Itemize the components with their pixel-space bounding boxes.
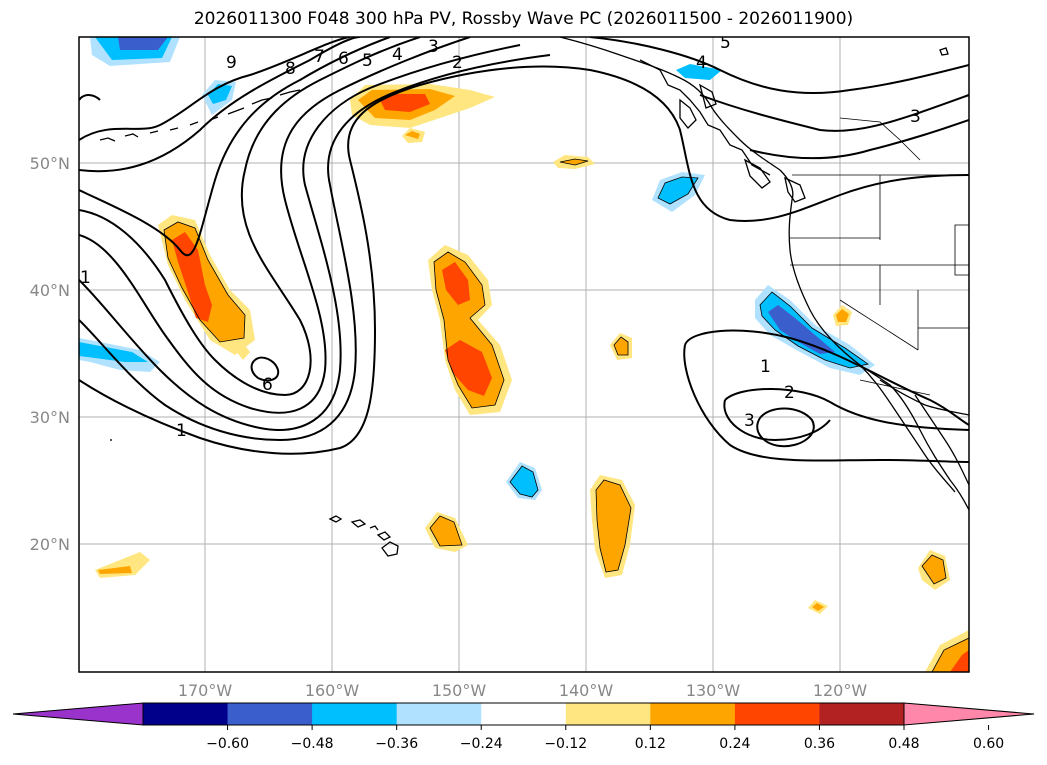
colorbar-segment [227, 703, 313, 725]
colorbar-segment [481, 703, 567, 725]
lat-label: 20°N [30, 535, 70, 554]
colorbar-segment [650, 703, 736, 725]
lon-label: 150°W [432, 681, 487, 700]
colorbar: −0.60 −0.48 −0.36 −0.24 −0.12 0.12 0.24 0.36 0.4… [12, 702, 1035, 752]
borders [790, 117, 969, 396]
longitude-labels: 170°W 160°W 150°W 140°W 130°W 120°W [178, 681, 868, 700]
contour-label: 1 [760, 357, 771, 377]
contour-label: 3 [910, 107, 921, 127]
contour-label: 3 [744, 411, 755, 431]
map-frame [78, 36, 970, 673]
lat-label: 40°N [30, 281, 70, 300]
colorbar-tick-label: 0.60 [973, 736, 1004, 752]
colorbar-tick-label: 0.24 [719, 736, 750, 752]
colorbar-tick-label: 0.48 [888, 736, 919, 752]
colorbar-segment [143, 703, 229, 725]
lat-label: 30°N [30, 408, 70, 427]
lon-label: 130°W [686, 681, 741, 700]
colorbar-segment [819, 703, 905, 725]
chart-title: 2026011300 F048 300 hPa PV, Rossby Wave … [193, 9, 854, 29]
contour-label: 2 [784, 383, 795, 403]
map-content: 9 8 7 6 5 4 3 2 5 4 3 1 6 1 1 2 3 [79, 33, 969, 672]
lat-label: 50°N [30, 154, 70, 173]
contour-label: 1 [80, 268, 91, 288]
colorbar-segment [312, 703, 398, 725]
latitude-labels: 50°N 40°N 30°N 20°N [30, 154, 70, 554]
contour-label: 3 [428, 37, 439, 57]
colorbar-tick-label: −0.12 [544, 736, 587, 752]
contour-label: 9 [226, 53, 237, 73]
contour-label: 5 [720, 33, 731, 53]
contour-label: 6 [338, 49, 349, 69]
colorbar-min-extension [12, 702, 144, 726]
colorbar-segment [565, 703, 651, 725]
colorbar-max-extension [903, 702, 1035, 726]
contour-label: 7 [314, 47, 325, 67]
coastlines [99, 37, 969, 557]
colorbar-segment [396, 703, 482, 725]
pv-contours [79, 37, 969, 463]
colorbar-tick-label: −0.36 [375, 736, 418, 752]
contour-label: 5 [362, 51, 373, 71]
contour-label: 2 [452, 53, 463, 73]
colorbar-segment [734, 703, 820, 725]
contour-label: 4 [392, 45, 403, 65]
colorbar-tick-label: 0.36 [804, 736, 835, 752]
colorbar-tick-label: −0.60 [206, 736, 249, 752]
colorbar-frame [142, 702, 905, 726]
contour-labels: 9 8 7 6 5 4 3 2 5 4 3 1 6 1 1 2 3 [80, 33, 921, 441]
colorbar-tick-label: −0.24 [460, 736, 503, 752]
lon-label: 120°W [813, 681, 868, 700]
contour-label: 4 [696, 53, 707, 73]
lon-label: 160°W [305, 681, 360, 700]
contour-label: 6 [262, 375, 273, 395]
lon-label: 170°W [178, 681, 233, 700]
contour-label: 8 [285, 59, 296, 79]
contour-label: 1 [176, 421, 187, 441]
colorbar-tick-label: −0.48 [291, 736, 334, 752]
lon-label: 140°W [559, 681, 614, 700]
colorbar-tick-label: 0.12 [635, 736, 666, 752]
